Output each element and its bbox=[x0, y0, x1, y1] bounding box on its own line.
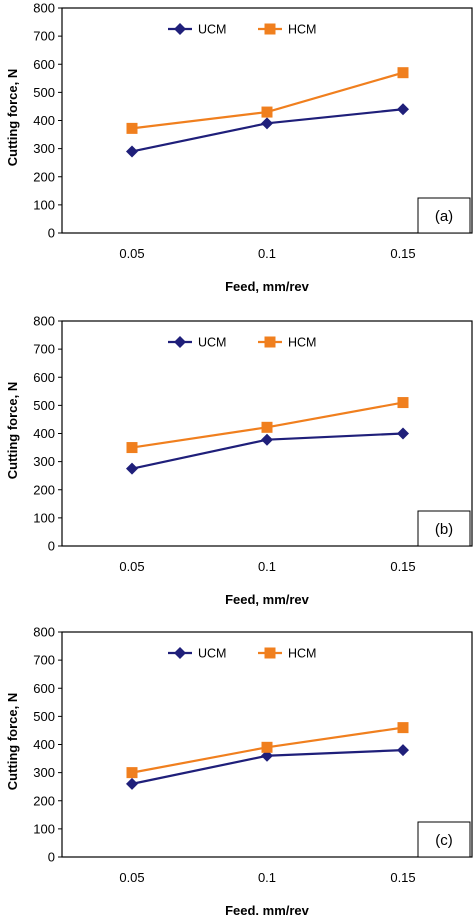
y-tick-label: 700 bbox=[33, 342, 55, 357]
legend-label: UCM bbox=[198, 23, 226, 37]
ucm-point bbox=[126, 145, 138, 158]
x-tick-label: 0.15 bbox=[390, 559, 415, 574]
series-hcm bbox=[126, 67, 409, 134]
panel-label: (b) bbox=[435, 521, 453, 538]
legend: UCM HCM bbox=[168, 23, 316, 37]
legend-label: UCM bbox=[198, 647, 226, 661]
ucm-point bbox=[261, 117, 273, 130]
hcm-point bbox=[261, 106, 273, 118]
hcm-point bbox=[261, 421, 273, 433]
hcm-point bbox=[261, 741, 273, 753]
x-tick-label: 0.1 bbox=[258, 870, 276, 885]
legend-marker bbox=[264, 336, 276, 348]
x-tick-label: 0.05 bbox=[119, 870, 144, 885]
x-tick-label: 0.1 bbox=[258, 246, 276, 261]
y-tick-label: 600 bbox=[33, 370, 55, 385]
hcm-point bbox=[126, 442, 138, 454]
ucm-point bbox=[397, 427, 409, 440]
x-tick-label: 0.15 bbox=[390, 246, 415, 261]
x-axis-title: Feed, mm/rev bbox=[225, 903, 310, 915]
x-tick-label: 0.1 bbox=[258, 559, 276, 574]
legend: UCM HCM bbox=[168, 336, 316, 350]
chart-panel-2: 0 100 200 300 400 500 600 700 800 0.05 0.1 0.15 Feed… bbox=[5, 314, 473, 607]
x-axis-title: Feed, mm/rev bbox=[225, 279, 310, 294]
legend-marker bbox=[174, 647, 186, 659]
legend-marker bbox=[264, 647, 276, 659]
y-tick-label: 700 bbox=[33, 29, 55, 44]
ucm-point bbox=[126, 462, 138, 475]
ucm-point bbox=[397, 744, 409, 757]
y-tick-label: 400 bbox=[33, 426, 55, 441]
ucm-point bbox=[261, 433, 273, 446]
y-tick-label: 300 bbox=[33, 141, 55, 156]
y-tick-label: 500 bbox=[33, 709, 55, 724]
y-tick-label: 0 bbox=[48, 539, 55, 554]
panel-label-box bbox=[417, 197, 471, 234]
hcm-point bbox=[397, 397, 409, 409]
y-tick-label: 100 bbox=[33, 510, 55, 525]
y-tick-label: 100 bbox=[33, 197, 55, 212]
y-tick-label: 400 bbox=[33, 113, 55, 128]
series-hcm bbox=[126, 722, 409, 779]
y-tick-label: 400 bbox=[33, 737, 55, 752]
hcm-point bbox=[126, 767, 138, 779]
y-tick-label: 500 bbox=[33, 85, 55, 100]
legend-label: UCM bbox=[198, 336, 226, 350]
y-tick-label: 600 bbox=[33, 57, 55, 72]
y-tick-label: 500 bbox=[33, 398, 55, 413]
panel-label-box bbox=[417, 821, 471, 858]
x-tick-label: 0.15 bbox=[390, 870, 415, 885]
y-tick-label: 800 bbox=[33, 314, 55, 329]
legend-label: HCM bbox=[288, 23, 316, 37]
legend-marker bbox=[174, 23, 186, 35]
panel-label: (c) bbox=[435, 832, 453, 849]
legend-marker bbox=[174, 336, 186, 348]
legend-label: HCM bbox=[288, 647, 316, 661]
hcm-point bbox=[126, 122, 138, 134]
chart-panel-1: 0 100 200 300 400 500 600 700 800 0.05 0.1 0.15 Feed… bbox=[5, 1, 473, 294]
y-axis-title: Cutting force, N bbox=[5, 382, 20, 480]
y-tick-label: 100 bbox=[33, 821, 55, 836]
ucm-point bbox=[397, 103, 409, 116]
ucm-point bbox=[126, 777, 138, 790]
y-tick-label: 300 bbox=[33, 765, 55, 780]
y-tick-label: 0 bbox=[48, 226, 55, 241]
y-tick-label: 200 bbox=[33, 793, 55, 808]
y-axis-title: Cutting force, N bbox=[5, 69, 20, 167]
legend-label: HCM bbox=[288, 336, 316, 350]
legend-marker bbox=[264, 23, 276, 35]
y-tick-label: 200 bbox=[33, 169, 55, 184]
x-axis-title: Feed, mm/rev bbox=[225, 592, 310, 607]
panel-label: (a) bbox=[435, 208, 453, 225]
plot-area-frame bbox=[61, 320, 473, 547]
y-axis-title: Cutting force, N bbox=[5, 693, 20, 791]
y-tick-label: 200 bbox=[33, 482, 55, 497]
y-tick-label: 0 bbox=[48, 850, 55, 865]
y-tick-label: 800 bbox=[33, 625, 55, 640]
x-tick-label: 0.05 bbox=[119, 246, 144, 261]
chart-panel-3: 0 100 200 300 400 500 600 700 800 0.05 0.1 0.15 Feed… bbox=[5, 625, 473, 915]
y-tick-label: 700 bbox=[33, 653, 55, 668]
y-tick-label: 600 bbox=[33, 681, 55, 696]
x-tick-label: 0.05 bbox=[119, 559, 144, 574]
y-tick-label: 300 bbox=[33, 454, 55, 469]
y-tick-label: 800 bbox=[33, 1, 55, 16]
series-hcm bbox=[126, 397, 409, 454]
series-ucm bbox=[126, 427, 409, 475]
hcm-point bbox=[397, 67, 409, 79]
panel-label-box bbox=[417, 510, 471, 547]
series-ucm bbox=[126, 103, 409, 158]
legend: UCM HCM bbox=[168, 647, 316, 661]
hcm-point bbox=[397, 722, 409, 734]
